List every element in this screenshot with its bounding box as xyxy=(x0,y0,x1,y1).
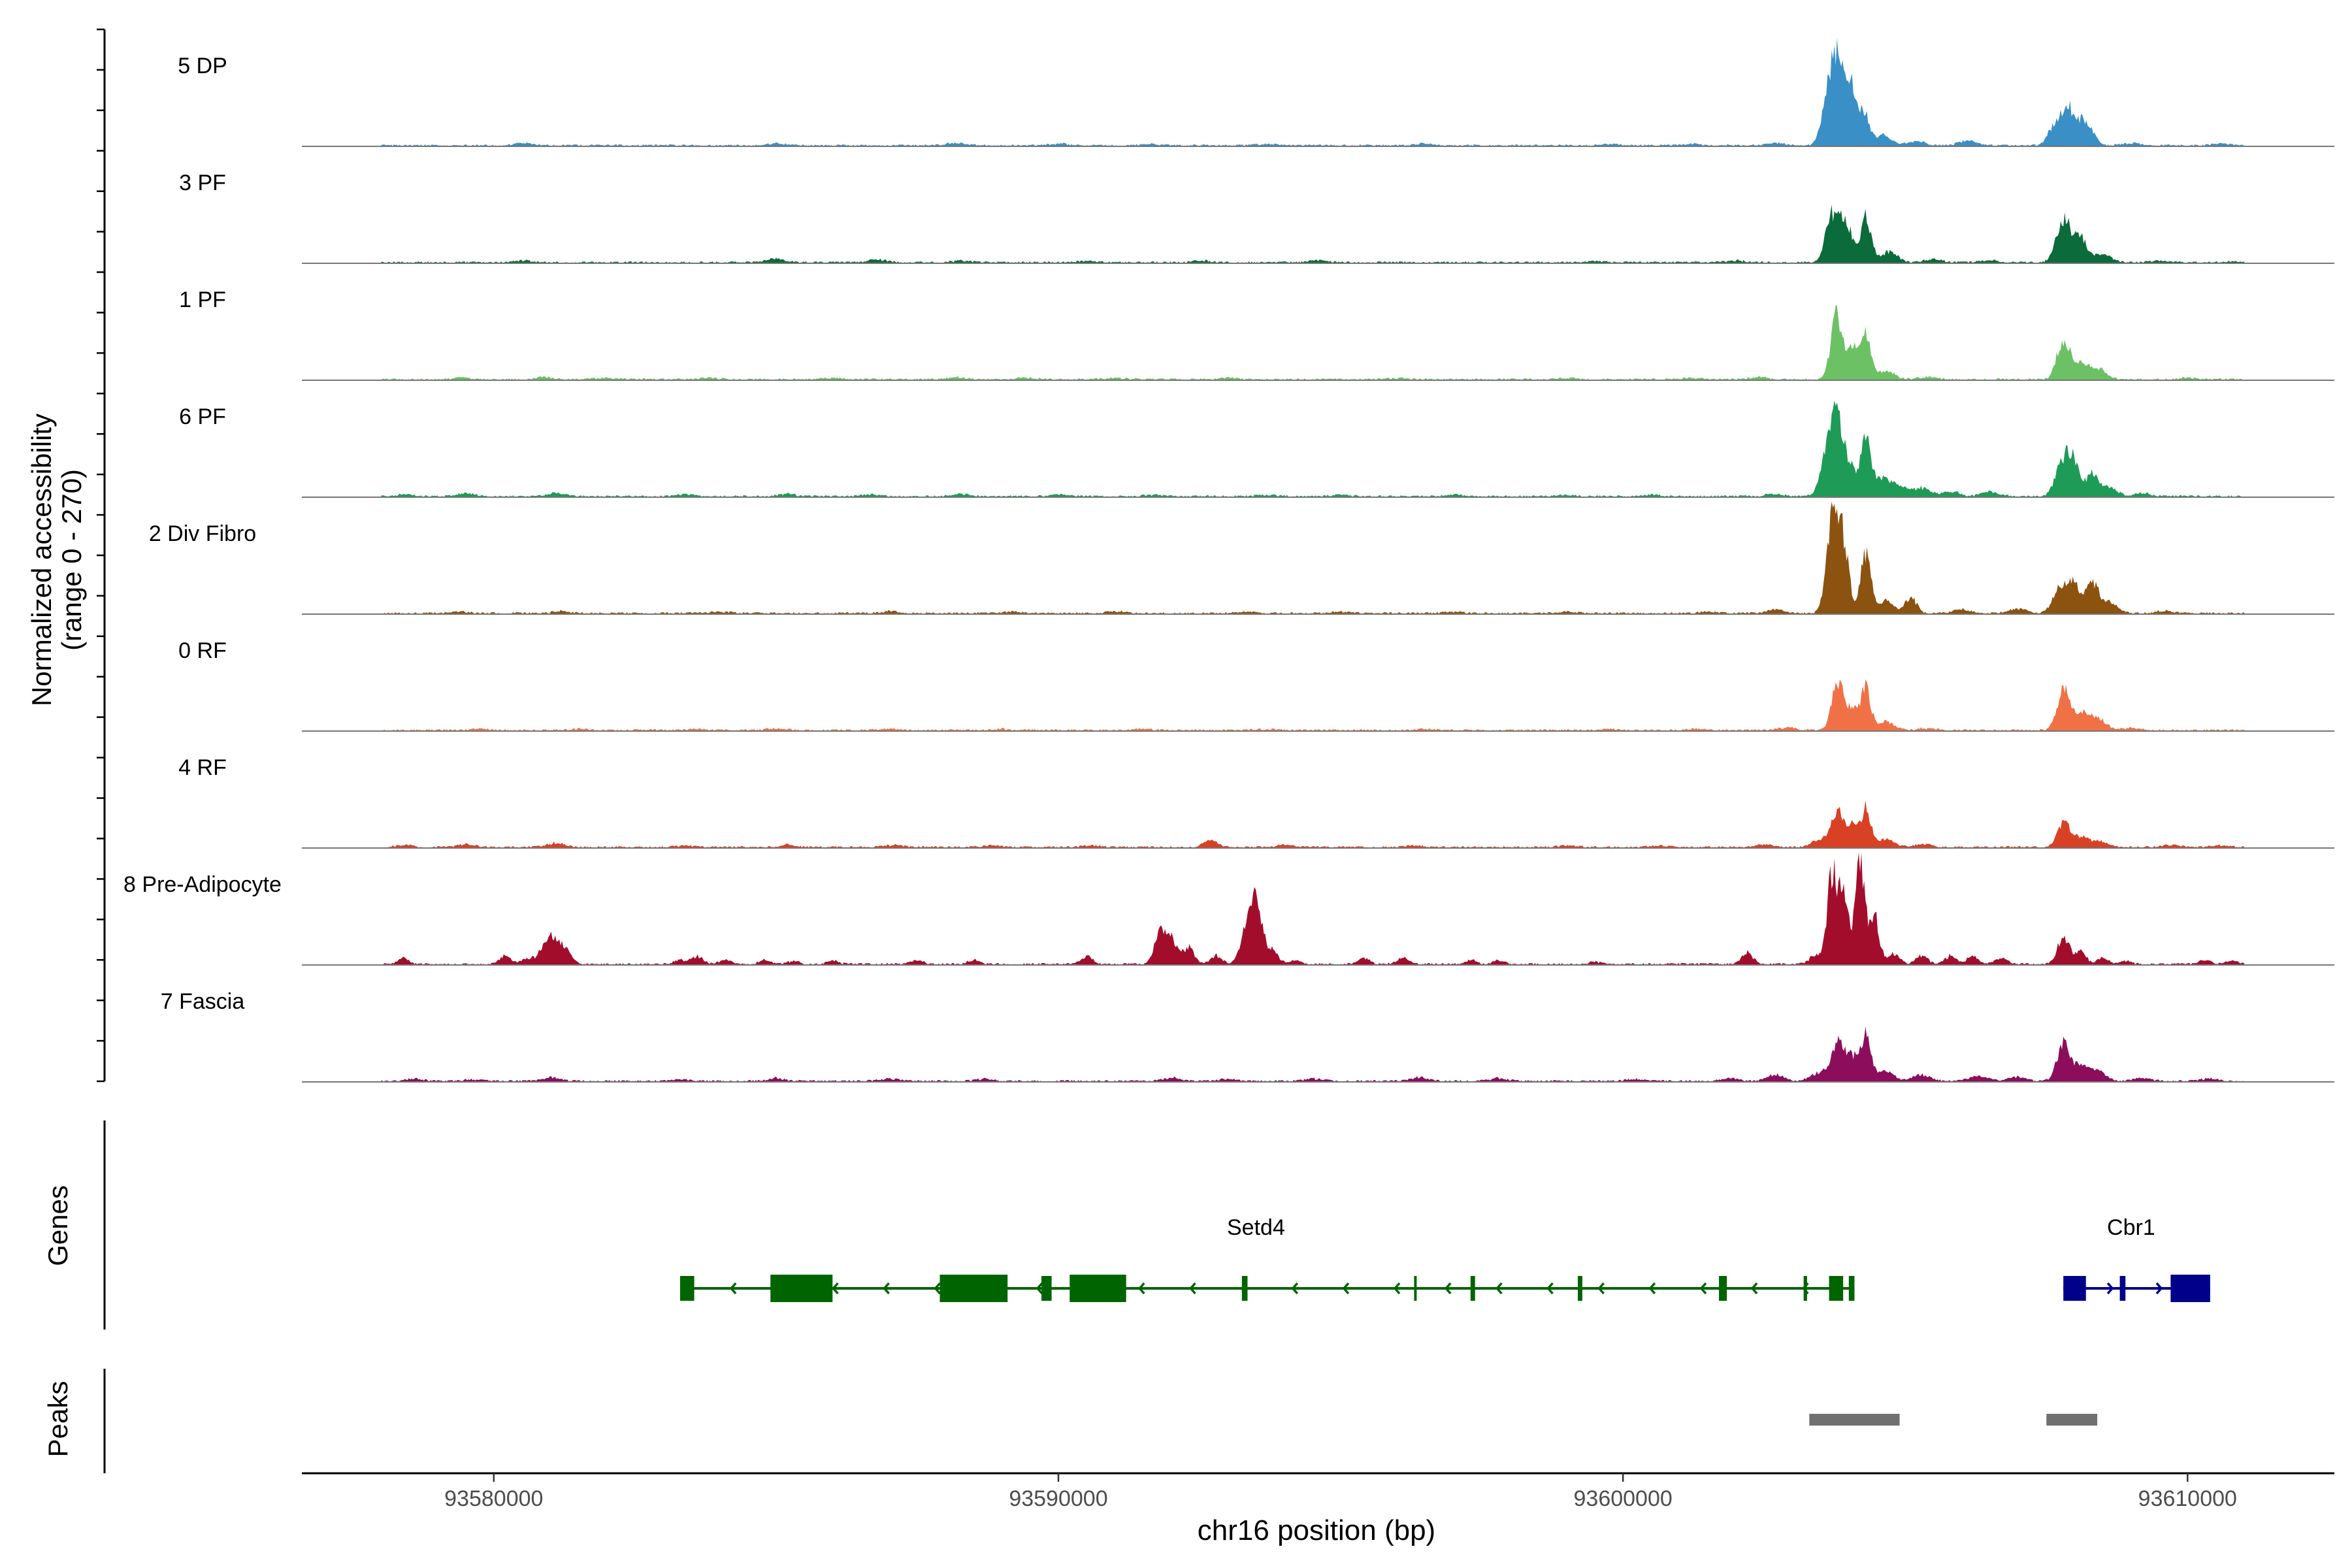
x-tick-label: 93580000 xyxy=(444,1486,543,1511)
gene-exon xyxy=(1578,1276,1582,1301)
strand-arrow xyxy=(832,1282,839,1295)
strand-arrow xyxy=(1750,1282,1758,1295)
track-6-pf: 6 PF xyxy=(179,400,2334,498)
track-label: 7 Fascia xyxy=(161,989,245,1014)
y-axis-label-line2: (range 0 - 270) xyxy=(56,469,87,651)
strand-arrow xyxy=(934,1282,941,1295)
gene-exon xyxy=(1070,1275,1126,1302)
gene-exon xyxy=(2063,1276,2086,1301)
track-3-pf: 3 PF xyxy=(179,171,2334,264)
track-4-rf: 4 RF xyxy=(178,755,2334,849)
peaks-panel xyxy=(103,1369,2098,1473)
coverage-area xyxy=(302,400,2334,497)
gene-exon xyxy=(2119,1276,2126,1301)
strand-arrow xyxy=(1393,1282,1401,1295)
strand-arrow xyxy=(2155,1282,2163,1295)
y-axis xyxy=(97,28,106,1083)
track-label: 0 RF xyxy=(178,638,227,663)
track-8-pre-adipocyte: 8 Pre-Adipocyte xyxy=(123,853,2334,966)
x-tick-label: 93610000 xyxy=(2138,1486,2237,1511)
track-label: 1 PF xyxy=(179,287,226,312)
gene-exon xyxy=(1719,1276,1727,1301)
gene-exon xyxy=(1829,1276,1844,1301)
peak-region xyxy=(1809,1414,1900,1426)
track-1-pf: 1 PF xyxy=(179,287,2334,381)
strand-arrow xyxy=(2106,1282,2114,1295)
coverage-tracks: 5 DP 3 PF 1 PF 6 PF 2 Div Fibro 0 RF 4 RF 8 Pre… xyxy=(123,38,2334,1083)
strand-arrow xyxy=(1036,1282,1043,1295)
track-5-dp: 5 DP xyxy=(178,38,2334,147)
gene-exon xyxy=(770,1275,833,1302)
x-axis: 93580000 93590000 93600000 93610000 xyxy=(302,1472,2334,1511)
strand-arrow xyxy=(1444,1282,1452,1295)
strand-arrow xyxy=(883,1282,890,1295)
strand-arrow xyxy=(1495,1282,1503,1295)
gene-exon xyxy=(2170,1275,2210,1302)
strand-arrow xyxy=(1597,1282,1605,1295)
gene-label: Setd4 xyxy=(1227,1215,1285,1240)
track-label: 6 PF xyxy=(179,404,226,429)
track-label: 4 RF xyxy=(178,755,227,780)
strand-arrow xyxy=(1138,1282,1145,1295)
strand-arrow xyxy=(1699,1282,1707,1295)
gene-label: Cbr1 xyxy=(2107,1215,2155,1240)
gene-exon xyxy=(1041,1276,1052,1301)
x-tick-label: 93600000 xyxy=(1574,1486,1673,1511)
coverage-area xyxy=(302,38,2334,146)
track-label: 5 DP xyxy=(178,54,227,78)
track-2-div-fibro: 2 Div Fibro xyxy=(149,502,2334,615)
track-7-fascia: 7 Fascia xyxy=(161,989,2334,1083)
gene-exon xyxy=(1241,1276,1248,1301)
track-label: 3 PF xyxy=(179,171,226,195)
gene-exon xyxy=(1470,1276,1475,1301)
coverage-area xyxy=(302,502,2334,614)
gene-exon xyxy=(939,1275,1008,1302)
gene-exon xyxy=(1848,1276,1855,1301)
x-axis-label: chr16 position (bp) xyxy=(1198,1514,1435,1546)
gene-exon xyxy=(679,1276,694,1301)
track-0-rf: 0 RF xyxy=(178,638,2334,732)
strand-arrow xyxy=(1342,1282,1350,1295)
gene-exon xyxy=(1414,1276,1417,1301)
y-axis-label-line1: Normalized accessibility xyxy=(26,414,57,706)
genes-panel: Setd4 Cbr1 xyxy=(103,1120,2210,1330)
gene-cbr1: Cbr1 xyxy=(2063,1215,2210,1302)
coverage-area xyxy=(302,853,2334,965)
strand-arrow xyxy=(1291,1282,1299,1295)
strand-arrow xyxy=(1648,1282,1656,1295)
genes-panel-label: Genes xyxy=(42,1185,73,1266)
strand-arrow xyxy=(1189,1282,1196,1295)
track-label: 2 Div Fibro xyxy=(149,521,256,546)
strand-arrow xyxy=(729,1282,737,1295)
peaks-panel-label: Peaks xyxy=(42,1381,73,1458)
strand-arrow xyxy=(1546,1282,1554,1295)
peak-region xyxy=(2046,1414,2098,1426)
coverage-area xyxy=(302,204,2334,263)
gene-setd4: Setd4 xyxy=(679,1215,1855,1302)
track-label: 8 Pre-Adipocyte xyxy=(123,872,282,897)
x-tick-label: 93590000 xyxy=(1009,1486,1107,1511)
gene-exon xyxy=(1803,1276,1807,1301)
